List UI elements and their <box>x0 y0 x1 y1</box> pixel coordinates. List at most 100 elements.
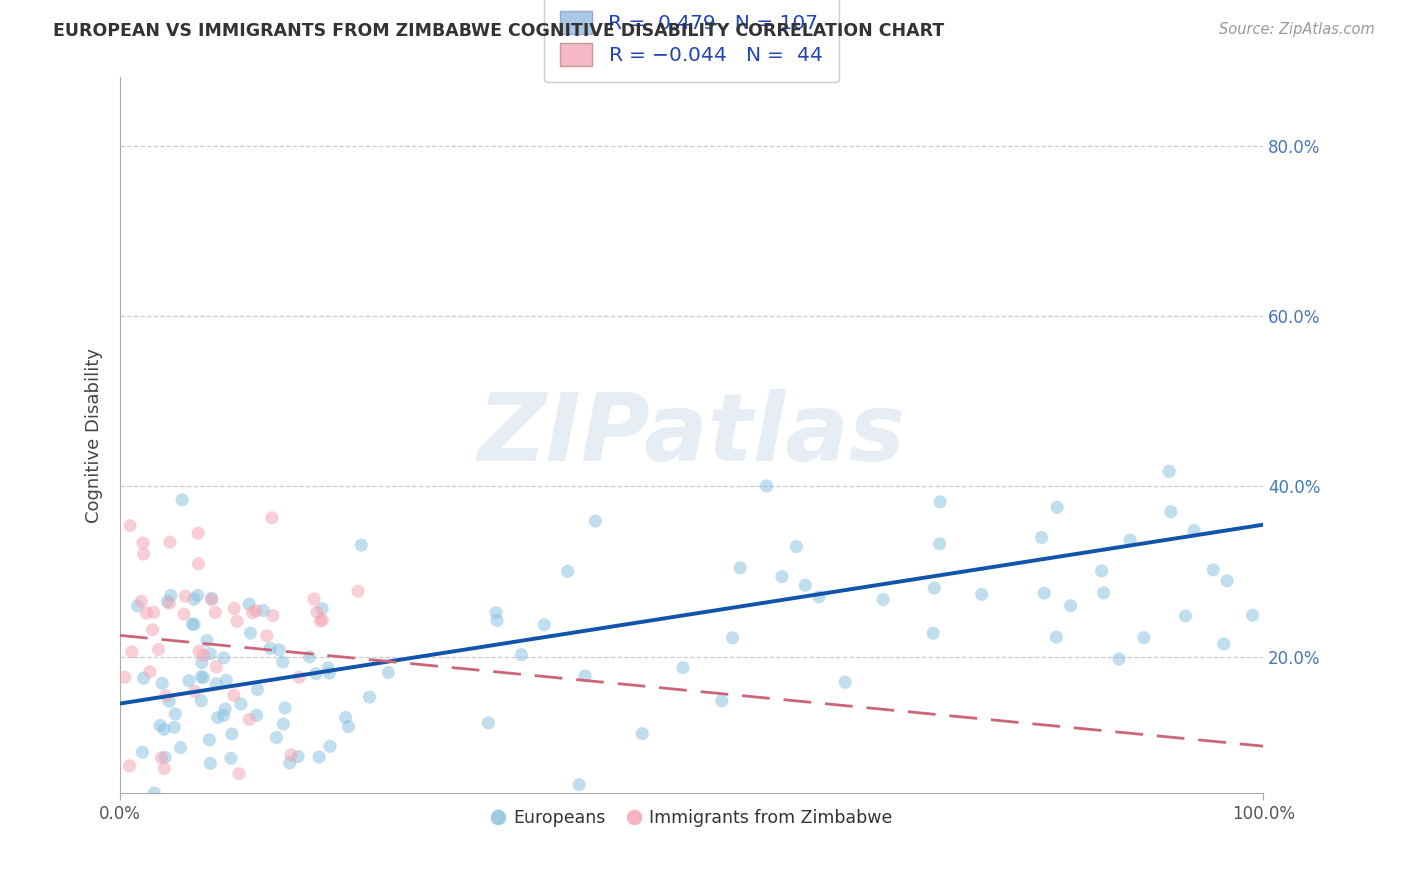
Point <box>219 751 242 765</box>
Point <box>335 710 357 724</box>
Point <box>181 617 204 632</box>
Point <box>316 661 339 675</box>
Point <box>155 689 177 703</box>
Point <box>172 492 194 507</box>
Point <box>574 669 596 683</box>
Point <box>770 569 793 583</box>
Point <box>149 718 172 732</box>
Point <box>131 745 153 759</box>
Point <box>311 613 333 627</box>
Point <box>153 750 176 764</box>
Point <box>271 655 294 669</box>
Point <box>135 606 157 620</box>
Point <box>929 495 952 509</box>
Point <box>193 648 215 663</box>
Point <box>256 629 278 643</box>
Point <box>221 727 243 741</box>
Point <box>201 592 224 607</box>
Point <box>311 601 333 615</box>
Point <box>1033 586 1056 600</box>
Point <box>141 623 163 637</box>
Point <box>205 660 228 674</box>
Point <box>928 537 950 551</box>
Point <box>485 614 508 628</box>
Point <box>132 547 155 561</box>
Point <box>246 682 269 697</box>
Point <box>177 673 200 688</box>
Point <box>350 538 373 552</box>
Point <box>226 615 249 629</box>
Point <box>214 702 236 716</box>
Point <box>215 673 238 688</box>
Point <box>142 605 165 619</box>
Point <box>305 666 328 681</box>
Point <box>309 614 332 628</box>
Point <box>212 708 235 723</box>
Point <box>262 608 284 623</box>
Point <box>190 694 212 708</box>
Point <box>159 589 181 603</box>
Point <box>319 739 342 754</box>
Point <box>557 564 579 578</box>
Point <box>120 518 142 533</box>
Point <box>308 750 330 764</box>
Point <box>273 717 295 731</box>
Point <box>188 644 211 658</box>
Point <box>238 713 260 727</box>
Point <box>200 591 222 606</box>
Y-axis label: Cognitive Disability: Cognitive Disability <box>86 348 103 523</box>
Point <box>121 645 143 659</box>
Point <box>280 747 302 762</box>
Point <box>970 587 993 601</box>
Point <box>252 603 274 617</box>
Point <box>193 671 215 685</box>
Point <box>198 732 221 747</box>
Point <box>1091 564 1114 578</box>
Point <box>150 676 173 690</box>
Point <box>485 606 508 620</box>
Text: Source: ZipAtlas.com: Source: ZipAtlas.com <box>1219 22 1375 37</box>
Point <box>239 626 262 640</box>
Point <box>1045 630 1067 644</box>
Point <box>114 670 136 684</box>
Point <box>533 617 555 632</box>
Point <box>238 597 260 611</box>
Point <box>477 715 499 730</box>
Point <box>922 581 945 595</box>
Point <box>143 786 166 800</box>
Point <box>1159 464 1181 478</box>
Point <box>631 727 654 741</box>
Point <box>129 594 152 608</box>
Point <box>187 526 209 541</box>
Point <box>278 756 301 770</box>
Text: ZIPatlas: ZIPatlas <box>478 389 905 481</box>
Point <box>872 592 894 607</box>
Point <box>510 648 533 662</box>
Point <box>785 540 807 554</box>
Point <box>148 642 170 657</box>
Point <box>159 596 181 610</box>
Point <box>672 661 695 675</box>
Point <box>1182 524 1205 538</box>
Point <box>200 756 222 771</box>
Point <box>1241 608 1264 623</box>
Point <box>755 479 778 493</box>
Point <box>183 592 205 607</box>
Text: EUROPEAN VS IMMIGRANTS FROM ZIMBABWE COGNITIVE DISABILITY CORRELATION CHART: EUROPEAN VS IMMIGRANTS FROM ZIMBABWE COG… <box>53 22 945 40</box>
Point <box>1059 599 1081 613</box>
Point <box>118 759 141 773</box>
Point <box>1202 563 1225 577</box>
Point <box>191 656 214 670</box>
Point <box>318 666 340 681</box>
Point <box>228 766 250 780</box>
Point <box>245 604 267 618</box>
Point <box>1031 531 1053 545</box>
Point <box>568 778 591 792</box>
Point <box>1119 533 1142 548</box>
Point <box>183 617 205 632</box>
Point <box>173 607 195 621</box>
Point <box>222 688 245 702</box>
Point <box>834 675 856 690</box>
Point <box>721 631 744 645</box>
Point <box>1108 652 1130 666</box>
